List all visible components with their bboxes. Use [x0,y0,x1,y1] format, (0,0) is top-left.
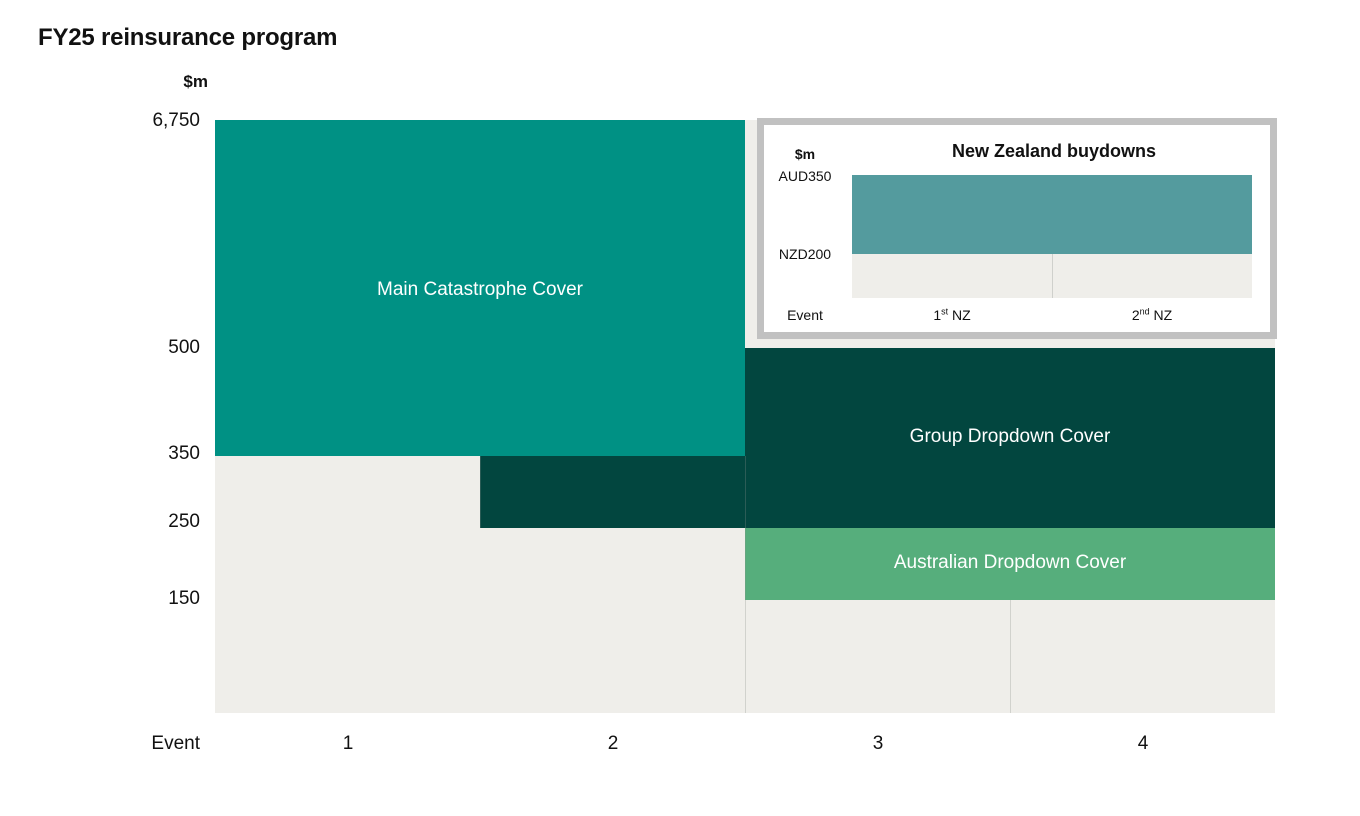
band-main-catastrophe-cover[interactable] [215,120,745,456]
x-axis-name-label: Event [151,733,200,754]
column-divider-3 [1010,600,1011,713]
band-group-dropdown-cover-event2[interactable] [480,456,745,528]
band-label-group-dropdown-cover: Group Dropdown Cover [909,426,1111,447]
inset-x-axis-tick-1st-nz: 1st NZ [852,307,1052,323]
band-australian-dropdown-cover[interactable] [745,528,1275,600]
page-title: FY25 reinsurance program [38,24,338,51]
column-divider-1 [480,456,481,528]
inset-panel-new-zealand-buydowns[interactable]: New Zealand buydowns $m AUD350 NZD200 Ev… [757,118,1277,339]
inset-x-axis-tick-2nd-nz: 2nd NZ [1052,307,1252,323]
band-group-dropdown-cover-event34[interactable] [745,348,1275,528]
inset-x-tick-2-rest: NZ [1149,307,1173,323]
column-divider-2 [745,456,746,713]
inset-x-tick-2-number: 2 [1131,307,1140,323]
band-label-main-catastrophe-cover: Main Catastrophe Cover [377,279,583,300]
x-axis-tick-3: 3 [872,733,884,754]
y-axis-tick-250: 250 [168,511,200,532]
x-axis-tick-4: 4 [1137,733,1149,754]
inset-inner: New Zealand buydowns $m AUD350 NZD200 Ev… [764,125,1270,332]
inset-column-divider [1052,254,1053,298]
inset-y-axis-tick-nzd200: NZD200 [778,246,832,262]
inset-y-axis-tick-aud350: AUD350 [778,168,832,184]
band-label-australian-dropdown-cover: Australian Dropdown Cover [893,552,1127,573]
inset-band-nz-buydown[interactable] [852,175,1252,254]
y-axis-tick-6750: 6,750 [152,110,200,131]
inset-x-tick-1-rest: NZ [948,307,971,323]
inset-title: New Zealand buydowns [951,141,1157,161]
inset-x-tick-2-ordinal-suffix: nd [1139,306,1150,317]
inset-x-axis-name-label: Event [787,307,823,323]
x-axis-tick-1: 1 [342,733,354,754]
inset-x-tick-1-number: 1 [933,307,942,323]
inset-plot-area [852,175,1252,298]
y-axis-tick-150: 150 [168,588,200,609]
x-axis-tick-2: 2 [607,733,619,754]
y-axis-unit-label: $m [183,72,208,91]
y-axis-tick-500: 500 [168,337,200,358]
inset-y-axis-unit-label: $m [794,146,816,162]
inset-x-tick-1-ordinal-suffix: st [941,306,949,317]
y-axis-tick-350: 350 [168,443,200,464]
